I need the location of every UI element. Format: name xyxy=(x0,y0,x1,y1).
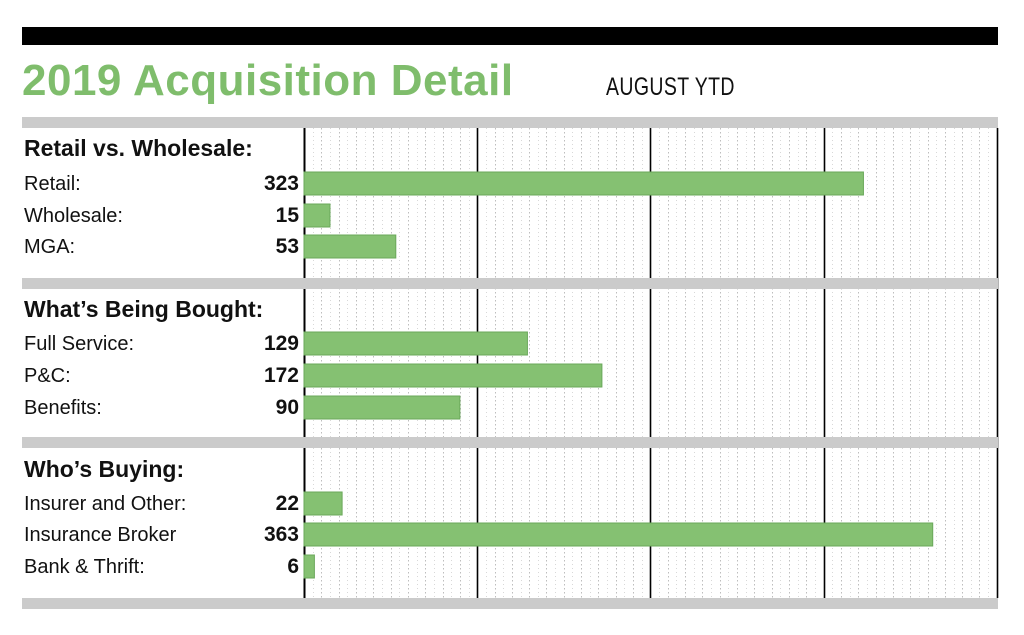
row-label-insurer-and-other: Insurer and Other: xyxy=(24,493,187,515)
separator-bar xyxy=(22,598,998,609)
bar-1-2 xyxy=(303,395,461,420)
bar-0-1 xyxy=(303,203,331,228)
row-label-bank-thrift: Bank & Thrift: xyxy=(24,556,145,578)
row-value-retail: 323 xyxy=(263,172,299,195)
row-value-pc: 172 xyxy=(263,364,299,387)
row-label-retail: Retail: xyxy=(24,173,81,195)
row-label-full-service: Full Service: xyxy=(24,333,135,355)
bar-0-0 xyxy=(303,171,864,196)
group-heading-whats-being-bought: What’s Being Bought: xyxy=(24,296,264,322)
row-value-mga: 53 xyxy=(275,235,299,258)
separator-bar xyxy=(22,437,998,448)
row-label-mga: MGA: xyxy=(24,236,76,258)
row-value-insurance-broker: 363 xyxy=(263,523,299,546)
row-value-wholesale: 15 xyxy=(275,204,299,227)
group-heading-whos-buying: Who’s Buying: xyxy=(24,456,185,482)
bar-2-0 xyxy=(303,491,343,516)
group-heading-retail-wholesale: Retail vs. Wholesale: xyxy=(24,135,253,161)
separator-bar xyxy=(22,278,998,289)
separator-bar xyxy=(22,117,998,128)
row-value-insurer-and-other: 22 xyxy=(275,492,299,515)
bar-2-1 xyxy=(303,522,934,547)
row-value-full-service: 129 xyxy=(263,332,299,355)
row-value-benefits: 90 xyxy=(275,396,299,419)
row-label-benefits: Benefits: xyxy=(24,397,102,419)
top-black-bar xyxy=(22,27,998,45)
row-label-wholesale: Wholesale: xyxy=(24,205,123,227)
bar-0-2 xyxy=(303,234,397,259)
bar-1-1 xyxy=(303,363,603,388)
row-label-insurance-broker: Insurance Broker xyxy=(24,524,177,546)
row-value-bank-thrift: 6 xyxy=(287,555,299,578)
bar-1-0 xyxy=(303,331,528,356)
row-label-pc: P&C: xyxy=(24,365,71,387)
chart-title: 2019 Acquisition Detail xyxy=(22,56,514,105)
bar-2-2 xyxy=(303,554,315,579)
chart-subtitle: AUGUST YTD xyxy=(606,73,735,101)
